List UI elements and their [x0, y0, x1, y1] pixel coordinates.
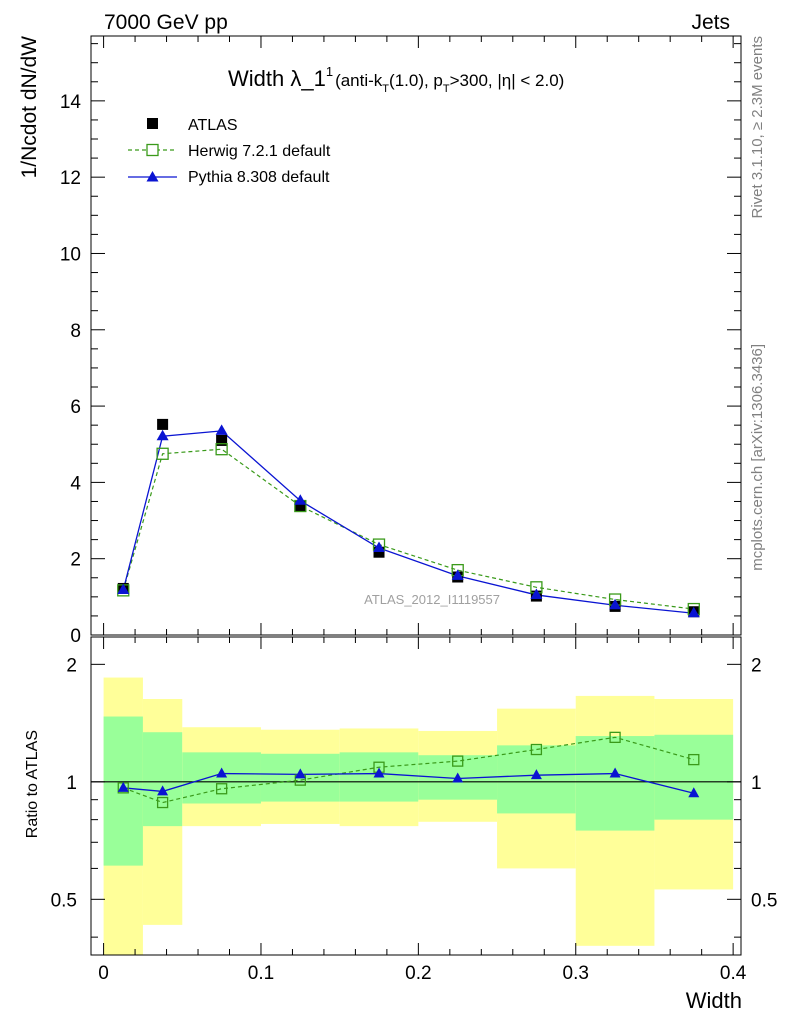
title-sup: 1	[326, 64, 333, 79]
herwig-ratio-point	[688, 753, 700, 766]
pythia-data-point	[451, 569, 464, 580]
pythia-data-point	[215, 424, 228, 435]
pythia-ratio-point	[157, 785, 169, 796]
legend-herwig-label: Herwig 7.2.1 default	[188, 143, 331, 160]
pythia-data-point	[687, 606, 700, 618]
herwig-ratio-point	[156, 796, 169, 809]
pythia-data-point	[373, 541, 386, 553]
legend: ATLAS Herwig 7.2.1 default Pythia 8.308 …	[128, 117, 331, 186]
ratio-band-inner-bin	[142, 732, 183, 827]
ratio-series	[117, 731, 700, 809]
mcplots-reference-label: mcplots.cern.ch [arXiv:1306.3436]	[749, 344, 766, 571]
herwig-line	[122, 448, 694, 610]
pythia-data-point	[530, 588, 543, 599]
ratio-band-inner-bin	[575, 736, 655, 831]
ratio-y-tick-label-left: 1	[66, 773, 77, 794]
pythia-ratio-point	[373, 767, 385, 778]
ratio-y-tick-label-left: 0.5	[51, 890, 77, 911]
ratio-y-tick-label-right: 2	[751, 655, 762, 676]
ratio-y-tick-label-right: 1	[751, 773, 762, 794]
atlas-data-point	[157, 418, 169, 430]
header-left: 7000 GeV pp	[104, 11, 228, 34]
pythia-data-point	[294, 494, 307, 505]
herwig-ratio-point	[530, 743, 543, 756]
ratio-y-tick-label-left: 2	[66, 655, 77, 676]
ratio-uncertainty-bands	[103, 677, 734, 955]
pythia-ratio-point	[117, 781, 129, 792]
header-right: Jets	[691, 11, 730, 34]
main-y-tick-label: 10	[60, 244, 81, 265]
atlas-data-point	[216, 434, 228, 446]
main-y-tick-label: 6	[70, 397, 81, 418]
pythia-ratio-point	[452, 772, 464, 783]
herwig-ratio-point	[609, 731, 621, 744]
legend-pythia-label: Pythia 8.308 default	[188, 169, 330, 186]
herwig-ratio-point	[215, 783, 228, 795]
title-main: Width λ_1	[228, 66, 326, 91]
x-tick-label: 0	[98, 963, 109, 984]
title-cut-b: (1.0), p	[389, 71, 443, 90]
pythia-ratio-point	[530, 769, 542, 780]
atlas-data-point	[294, 500, 306, 512]
main-y-tick-label: 12	[60, 168, 81, 189]
pythia-ratio-point	[216, 767, 228, 778]
main-y-tick-label: 8	[70, 321, 81, 342]
main-frame	[90, 35, 742, 636]
herwig-ratio-line	[123, 736, 694, 804]
pythia-ratio-point	[294, 768, 306, 779]
herwig-data-point	[156, 447, 169, 460]
rivet-version-label: Rivet 3.1.10, ≥ 2.3M events	[749, 36, 766, 219]
main-y-tick-label: 2	[70, 550, 81, 571]
title-cut-a-sub: T	[382, 83, 389, 95]
ratio-band-inner-bin	[654, 734, 734, 820]
herwig-data-point	[215, 443, 228, 456]
main-axes: 0 2 4 6 8 10 12 14	[60, 35, 742, 647]
ratio-band-inner-bin	[497, 745, 576, 814]
legend-pythia-marker	[146, 171, 159, 182]
x-tick-label: 0.4	[720, 963, 747, 984]
main-y-tick-label: 0	[70, 626, 81, 647]
herwig-ratio-point	[452, 755, 464, 767]
main-y-tick-label: 4	[70, 473, 81, 494]
title-cut-c: >300, |η| < 2.0)	[450, 71, 565, 90]
x-tick-label: 0.2	[405, 963, 431, 984]
pythia-line	[122, 430, 694, 614]
legend-atlas-label: ATLAS	[188, 117, 238, 134]
main-series	[117, 418, 700, 618]
ratio-y-tick-label-right: 0.5	[751, 890, 777, 911]
x-axis-label: Width	[686, 988, 742, 1013]
atlas-data-point	[373, 546, 385, 558]
legend-atlas-marker	[147, 118, 158, 129]
pythia-ratio-point	[688, 787, 700, 798]
pythia-ratio-point	[609, 767, 621, 778]
plot-title: Width λ_11 (anti-kT(1.0), pT>300, |η| < 2…	[228, 64, 564, 95]
ratio-frame	[90, 636, 742, 956]
pythia-data-point	[156, 429, 169, 441]
x-tick-label: 0.3	[563, 963, 589, 984]
x-tick-label: 0.1	[248, 963, 274, 984]
pythia-data-point	[609, 598, 622, 610]
legend-herwig-marker	[146, 143, 159, 157]
main-y-axis-label: 1/Ncdot dN/dW	[18, 36, 41, 179]
ratio-band-inner-bin	[182, 752, 261, 804]
main-y-tick-label: 14	[60, 92, 82, 113]
title-cut-b-sub: T	[443, 83, 450, 95]
ratio-y-axis-label: Ratio to ATLAS	[24, 730, 41, 838]
ratio-axes: 0 0.1 0.2 0.3 0.4 0.5 0.5 1 1 2 2	[51, 636, 777, 984]
pythia-data-point	[117, 583, 130, 594]
title-cut-a: (anti-k	[335, 71, 383, 90]
analysis-tag: ATLAS_2012_I1119557	[364, 592, 500, 607]
